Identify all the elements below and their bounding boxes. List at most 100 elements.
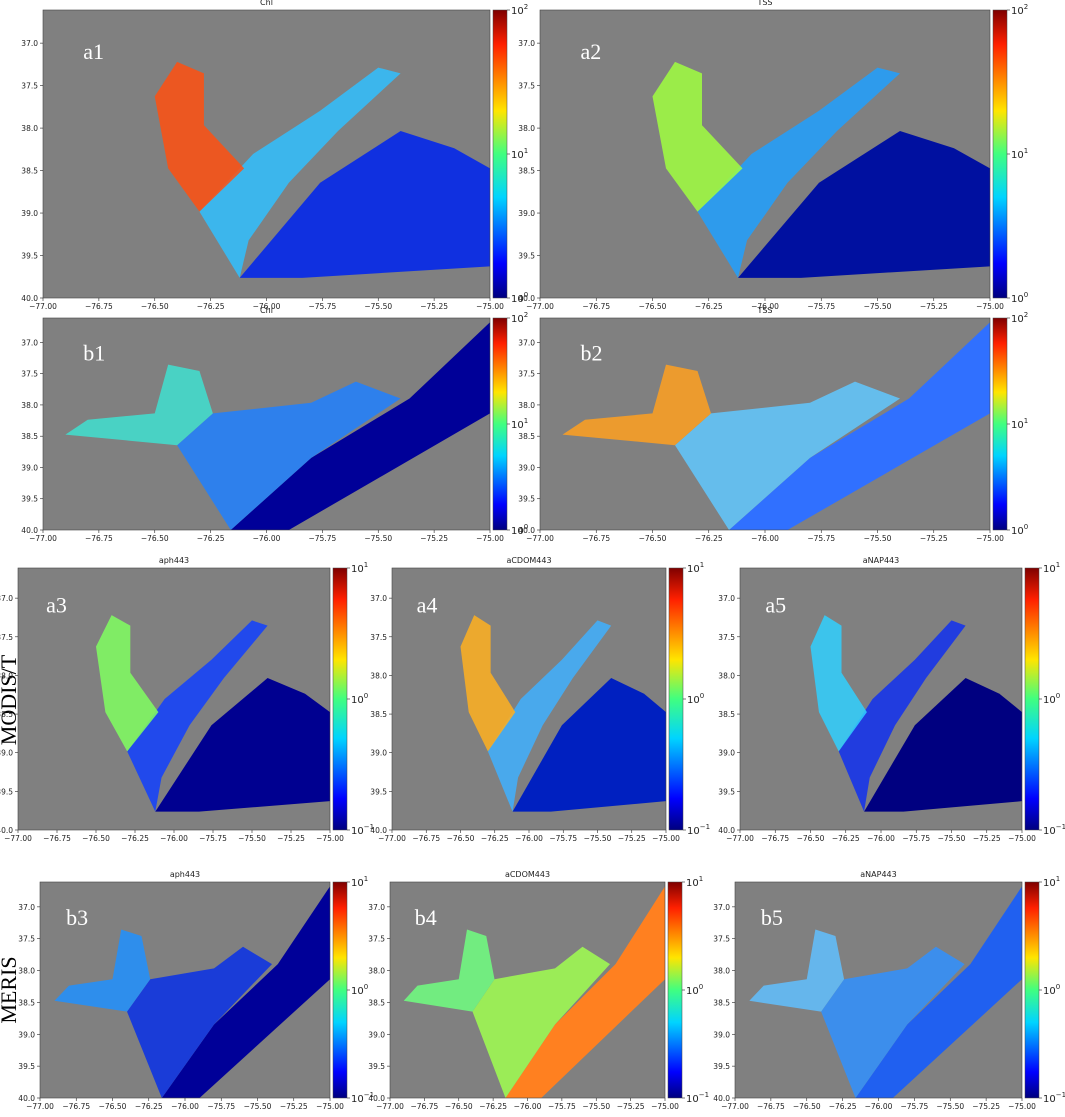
x-tick-label: −77.00 (4, 834, 32, 843)
y-tick-label: 40.0 (518, 294, 535, 303)
x-tick-label: −75.50 (364, 534, 392, 543)
colorbar-exponent: −1 (364, 823, 374, 831)
colorbar-tick-label: 10−1 (351, 1091, 374, 1105)
colorbar-exponent: 2 (1024, 311, 1028, 319)
x-tick-label: −76.00 (171, 1102, 199, 1111)
water-ocean (729, 322, 990, 530)
y-tick-label: 40.0 (718, 826, 735, 835)
colorbar-base: 10 (511, 150, 524, 161)
x-tick-label: −75.50 (582, 1102, 610, 1111)
colorbar-tick-label: 10−1 (351, 823, 374, 837)
y-tick-label: 38.0 (21, 124, 38, 133)
colorbar-exponent: 0 (1024, 291, 1028, 299)
y-tick-label: 40.0 (713, 1094, 730, 1103)
y-tick-label: 37.5 (370, 633, 387, 642)
y-tick-label: 39.5 (0, 787, 13, 796)
x-tick-label: −75.50 (238, 834, 266, 843)
y-tick-label: 37.5 (368, 935, 385, 944)
x-tick-label: −76.75 (582, 302, 610, 311)
colorbar-tick-label: 101 (1011, 417, 1028, 431)
x-tick-label: −75.00 (976, 302, 1004, 311)
y-tick-label: 39.5 (21, 495, 38, 504)
x-tick-label: −76.00 (751, 534, 779, 543)
y-tick-label: 40.0 (21, 526, 38, 535)
x-tick-label: −76.75 (412, 834, 440, 843)
colorbar-tick-label: 101 (686, 875, 703, 889)
colorbar (492, 9, 508, 299)
y-tick-label: 39.5 (718, 787, 735, 796)
x-tick-label: −76.00 (867, 834, 895, 843)
y-tick-label: 38.0 (518, 401, 535, 410)
colorbar-base: 10 (511, 6, 524, 17)
colorbar-tick-label: 101 (1043, 561, 1060, 575)
x-tick-label: −76.50 (141, 534, 169, 543)
y-tick-label: 39.0 (18, 1030, 35, 1039)
colorbar-tick-label: 10−1 (1043, 823, 1065, 837)
colorbar-tick-label: 101 (511, 417, 528, 431)
water-tributary (65, 364, 213, 446)
colorbar-exponent: −1 (699, 1091, 709, 1099)
panel: TSS b2 37.0 37.5 38.0 38.5 39.0 39.5 40.0−77.00 −… (518, 306, 1028, 543)
y-tick-label: 39.5 (21, 252, 38, 261)
colorbar-tick-label: 102 (511, 311, 528, 325)
water-ocean (512, 678, 666, 812)
panel-label: b2 (581, 340, 603, 365)
x-tick-label: −76.25 (695, 534, 723, 543)
y-tick-label: 37.0 (518, 338, 535, 347)
y-tick-label: 38.5 (718, 710, 735, 719)
panel-title: TSS (756, 0, 772, 7)
colorbar-exponent: −1 (700, 823, 710, 831)
x-tick-label: −76.25 (832, 834, 860, 843)
water-ocean (155, 678, 330, 812)
y-tick-label: 38.5 (368, 998, 385, 1007)
x-tick-label: −75.00 (476, 302, 504, 311)
panel: Chl a1 37.0 37.5 38.0 38.5 39.0 39.5 40.0−77.00 −… (21, 0, 528, 311)
panel-label: a5 (765, 593, 786, 618)
x-tick-label: −76.75 (43, 834, 71, 843)
x-tick-label: −75.25 (920, 302, 948, 311)
y-tick-label: 39.5 (713, 1062, 730, 1071)
panel-title: aNAP443 (860, 870, 896, 879)
x-tick-label: −77.00 (29, 534, 57, 543)
colorbar-exponent: 0 (1024, 523, 1028, 531)
y-tick-label: 37.0 (518, 39, 535, 48)
x-tick-label: −77.00 (721, 1102, 749, 1111)
water-tributary (154, 61, 245, 212)
colorbar-tick-label: 100 (687, 692, 704, 706)
colorbar (332, 881, 348, 1099)
colorbar-base: 10 (1043, 878, 1056, 889)
x-tick-label: −75.25 (973, 834, 1001, 843)
y-tick-label: 38.5 (21, 432, 38, 441)
colorbar-exponent: 2 (1024, 3, 1028, 11)
x-tick-label: −75.00 (652, 834, 680, 843)
x-tick-label: −75.75 (549, 834, 577, 843)
x-tick-label: −77.00 (376, 1102, 404, 1111)
y-tick-label: 38.0 (18, 967, 35, 976)
x-tick-label: −75.25 (972, 1102, 1000, 1111)
y-tick-label: 39.0 (518, 463, 535, 472)
panel-label: b1 (83, 340, 105, 365)
x-tick-label: −75.25 (280, 1102, 308, 1111)
colorbar-exponent: 2 (524, 3, 528, 11)
water-ocean (855, 886, 1022, 1098)
colorbar-base: 10 (351, 826, 364, 837)
x-tick-label: −75.50 (364, 302, 392, 311)
colorbar (1024, 567, 1040, 831)
x-tick-label: −75.75 (207, 1102, 235, 1111)
y-tick-label: 38.5 (18, 998, 35, 1007)
x-tick-label: −75.50 (584, 834, 612, 843)
colorbar-base: 10 (1011, 294, 1024, 305)
x-tick-label: −75.50 (936, 1102, 964, 1111)
water-coast (177, 381, 401, 530)
x-tick-label: −76.00 (751, 302, 779, 311)
x-tick-label: −77.00 (526, 302, 554, 311)
colorbar-exponent: 2 (524, 311, 528, 319)
y-tick-label: 40.0 (21, 294, 38, 303)
colorbar-exponent: 0 (524, 291, 528, 299)
row-label: MERIS (0, 956, 21, 1023)
colorbar-exponent: −1 (1056, 1091, 1065, 1099)
x-tick-label: −76.50 (639, 302, 667, 311)
colorbar-exponent: 0 (1056, 983, 1060, 991)
water-coast (472, 946, 610, 1098)
colorbar-exponent: 1 (1056, 561, 1060, 569)
